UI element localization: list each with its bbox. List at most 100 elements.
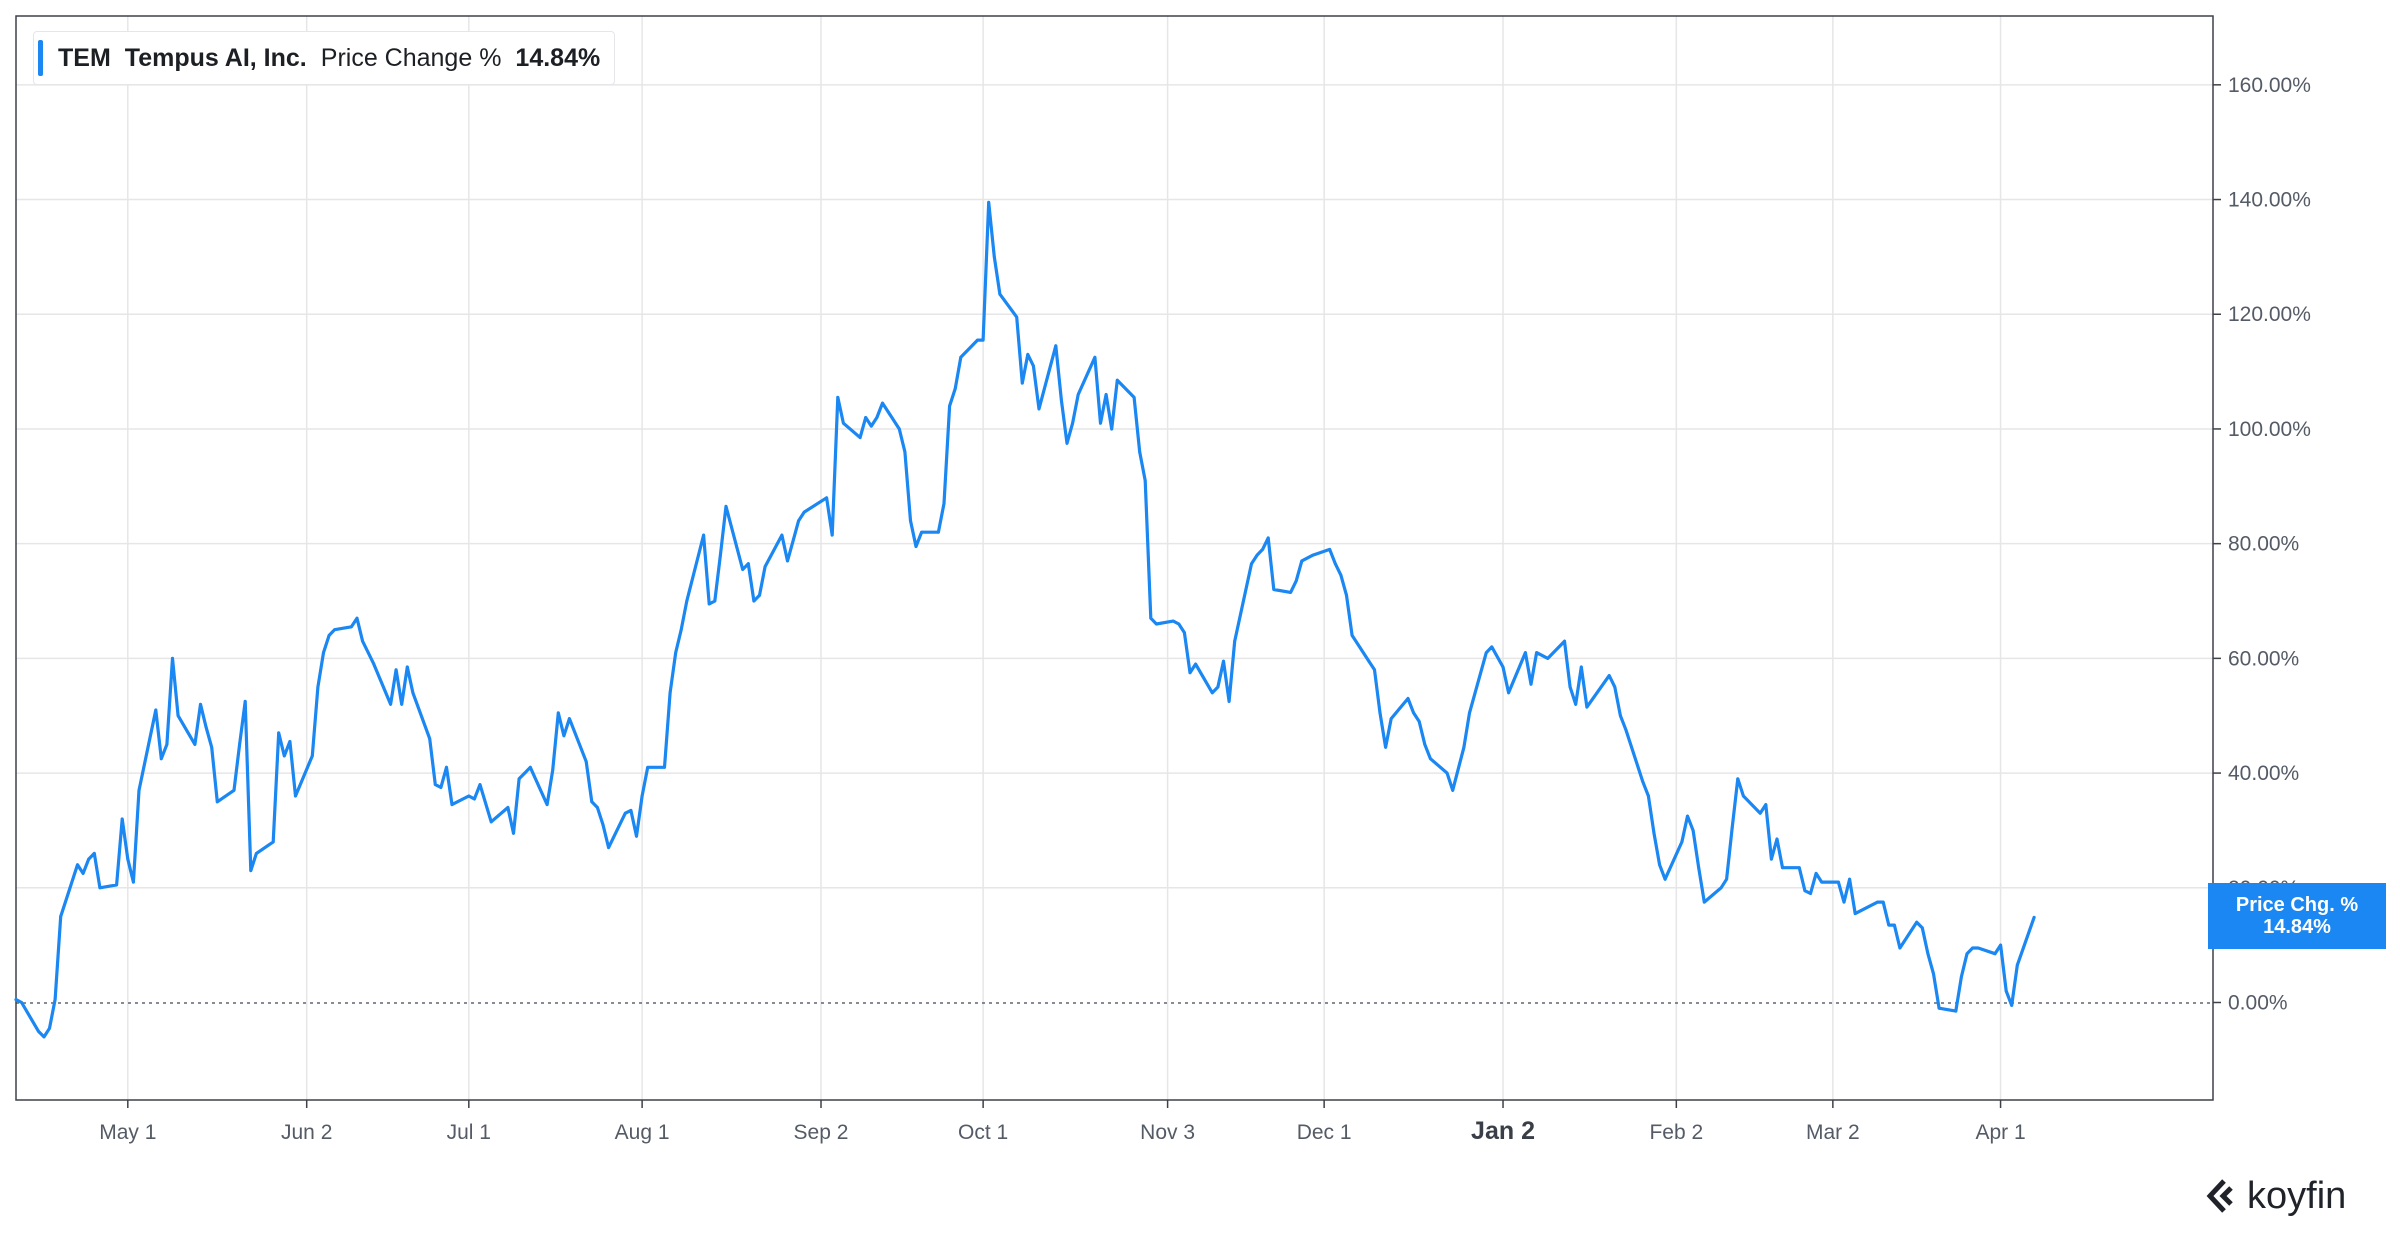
- data-point: [1730, 826, 1734, 829]
- data-point: [1641, 780, 1645, 784]
- data-point: [1915, 920, 1919, 924]
- data-point: [1965, 952, 1969, 956]
- data-point: [1032, 364, 1035, 368]
- y-tick-label: 100.00%: [2228, 418, 2311, 441]
- data-point: [1619, 714, 1622, 718]
- y-tick-label: 140.00%: [2228, 189, 2311, 212]
- data-point: [1099, 421, 1102, 425]
- data-point: [1367, 659, 1371, 663]
- x-tick-label: Jan 2: [1471, 1117, 1535, 1145]
- data-point: [1932, 972, 1935, 976]
- data-point: [948, 404, 951, 408]
- data-point: [869, 424, 873, 428]
- data-point: [1680, 840, 1684, 844]
- data-point: [98, 886, 102, 890]
- data-point: [842, 421, 845, 425]
- y-tick-label: 120.00%: [2228, 303, 2311, 326]
- y-tick-label: 0.00%: [2228, 991, 2288, 1014]
- data-point: [400, 702, 404, 706]
- data-point: [1524, 651, 1527, 654]
- data-point: [1529, 682, 1533, 686]
- data-point: [1546, 657, 1550, 660]
- data-point: [1898, 946, 1902, 950]
- data-point: [702, 533, 705, 537]
- data-point: [1764, 803, 1768, 806]
- data-point: [909, 519, 912, 523]
- data-point: [836, 396, 840, 399]
- data-point: [1216, 685, 1220, 689]
- data-point: [115, 883, 118, 887]
- data-point: [825, 496, 828, 500]
- data-point: [713, 599, 717, 603]
- data-point: [937, 530, 940, 534]
- x-tick-label: Dec 1: [1297, 1121, 1352, 1144]
- data-point: [1999, 943, 2002, 947]
- data-point: [2010, 1004, 2014, 1007]
- data-point: [1809, 892, 1812, 895]
- koyfin-logo[interactable]: koyfin: [2203, 1174, 2346, 1218]
- data-point: [875, 416, 879, 419]
- data-point: [797, 519, 800, 523]
- data-point: [981, 338, 985, 342]
- data-point: [1037, 407, 1041, 411]
- data-point: [1110, 427, 1114, 431]
- data-point: [361, 639, 364, 643]
- koyfin-logo-icon: [2206, 1179, 2233, 1213]
- data-point: [411, 691, 415, 695]
- data-point: [1384, 745, 1387, 749]
- data-point: [2032, 916, 2036, 919]
- data-point: [1445, 771, 1449, 775]
- data-point: [294, 794, 297, 798]
- data-point: [210, 745, 214, 749]
- data-point: [1937, 1006, 1941, 1010]
- data-point: [920, 530, 923, 534]
- data-point: [1423, 743, 1427, 746]
- data-point: [523, 771, 527, 775]
- data-point: [674, 651, 678, 654]
- data-point: [489, 820, 493, 824]
- legend-value: 14.84%: [515, 43, 601, 72]
- data-point: [1143, 479, 1147, 482]
- data-point: [556, 711, 560, 715]
- legend-metric: Price Change %: [320, 43, 502, 72]
- data-point: [238, 743, 242, 746]
- data-point: [215, 800, 219, 804]
- chart-legend[interactable]: TEM Tempus AI, Inc. Price Change % 14.84…: [33, 31, 616, 85]
- data-point: [752, 599, 756, 603]
- data-point: [1328, 548, 1332, 551]
- data-point: [512, 831, 515, 835]
- data-point: [37, 1029, 40, 1033]
- legend-ticker: TEM: [58, 43, 111, 72]
- data-point: [1026, 353, 1030, 356]
- data-point: [132, 880, 135, 884]
- data-point: [1781, 866, 1784, 870]
- data-point: [1171, 619, 1175, 623]
- data-point: [1920, 926, 1924, 930]
- data-point: [568, 717, 571, 720]
- data-point: [1725, 877, 1728, 881]
- data-point: [14, 998, 18, 1001]
- data-point: [473, 797, 476, 801]
- legend-color-marker: [38, 40, 43, 76]
- data-point: [864, 416, 868, 419]
- data-point: [310, 754, 314, 758]
- data-point: [1563, 639, 1566, 643]
- koyfin-wordmark: koyfin: [2247, 1174, 2347, 1217]
- data-point: [20, 1001, 23, 1004]
- data-point: [1194, 662, 1197, 666]
- data-point: [1093, 355, 1097, 359]
- data-point: [1624, 728, 1628, 732]
- data-point: [1652, 831, 1656, 835]
- data-point: [193, 743, 197, 746]
- data-point: [232, 788, 236, 792]
- data-point: [243, 700, 247, 703]
- data-point: [1020, 381, 1024, 385]
- data-point: [903, 450, 907, 454]
- data-point: [914, 545, 918, 548]
- data-point: [881, 401, 884, 405]
- data-point: [953, 387, 957, 391]
- data-point: [1462, 745, 1466, 749]
- data-point: [288, 740, 292, 743]
- data-point: [1507, 691, 1510, 695]
- data-point: [1378, 711, 1382, 715]
